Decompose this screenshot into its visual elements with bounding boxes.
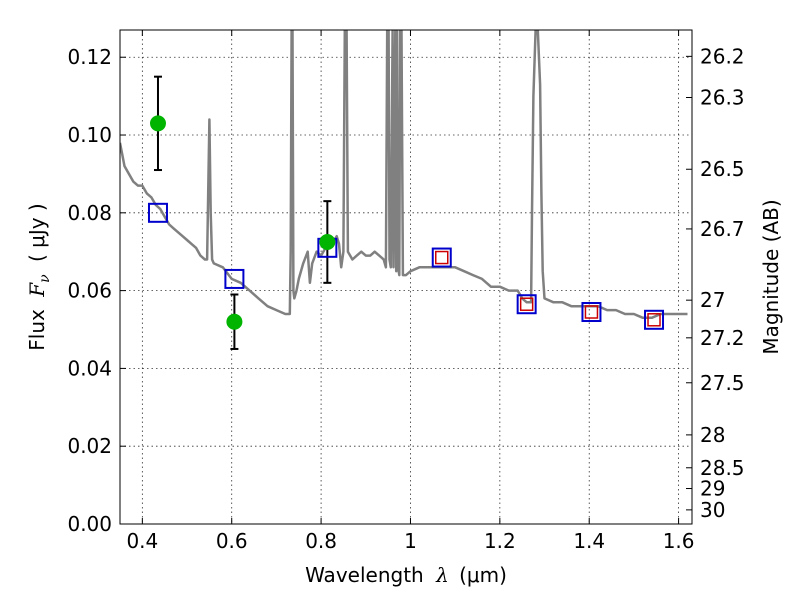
x-tick-label: 1.4 [573, 529, 605, 553]
upper-limit-marker [435, 250, 449, 265]
x-tick-label: 1.2 [484, 529, 516, 553]
upper-limit-marker [647, 313, 661, 327]
y-tick-label: 0.10 [67, 123, 112, 147]
y-tick-label: 0.00 [67, 512, 112, 536]
model-photometry-marker [431, 247, 452, 268]
model-spectrum-line [120, 30, 688, 320]
model-photometry-marker [224, 268, 245, 289]
model-photometry-marker [516, 294, 537, 315]
x-tick-label: 1 [404, 529, 417, 553]
x-tick-label: 1.6 [663, 529, 695, 553]
upper-limit-marker [584, 305, 599, 319]
observed-photometry-point [319, 233, 336, 250]
y2-tick-label: 26.5 [700, 157, 745, 181]
y2-tick-label: 27.5 [700, 371, 745, 395]
y2-tick-label: 26.2 [700, 44, 745, 68]
y-tick-label: 0.04 [67, 356, 112, 380]
y2-tick-label: 26.7 [700, 217, 745, 241]
y-tick-label: 0.02 [67, 434, 112, 458]
y2-tick-label: 27.2 [700, 326, 745, 350]
model-photometry-marker [581, 302, 602, 323]
y-tick-label: 0.08 [67, 201, 112, 225]
y2-tick-label: 27 [700, 288, 725, 312]
y-axis-title: Flux Fν ( μJy ) [25, 203, 54, 350]
y2-tick-label: 30 [700, 498, 725, 522]
upper-limit-marker [519, 297, 534, 311]
grid-layer [120, 30, 692, 525]
y2-axis-title: Magnitude (AB) [759, 199, 783, 354]
model-photometry-marker [147, 202, 168, 223]
x-tick-label: 0.4 [126, 529, 158, 553]
y-tick-label: 0.06 [67, 279, 112, 303]
observed-photometry-point [149, 115, 166, 132]
x-tick-label: 0.6 [216, 529, 248, 553]
y2-tick-label: 28.5 [700, 456, 745, 480]
y-tick-label: 0.12 [67, 45, 112, 69]
y2-tick-label: 28 [700, 423, 725, 447]
model-photometry-marker [644, 309, 665, 330]
plot-frame [119, 29, 693, 525]
observed-photometry-point [226, 313, 243, 330]
plot-area [120, 30, 688, 350]
y2-tick-label: 29 [700, 477, 725, 501]
x-tick-label: 0.8 [305, 529, 337, 553]
y2-tick-label: 26.3 [700, 85, 745, 109]
tick-layer: 0.4 0.6 0.8 1 1.2 1.4 1.6 0.00 0.02 0.04 0.06 0.08 0… [67, 30, 745, 553]
x-axis-title: Wavelength λ (μm) [305, 563, 507, 587]
